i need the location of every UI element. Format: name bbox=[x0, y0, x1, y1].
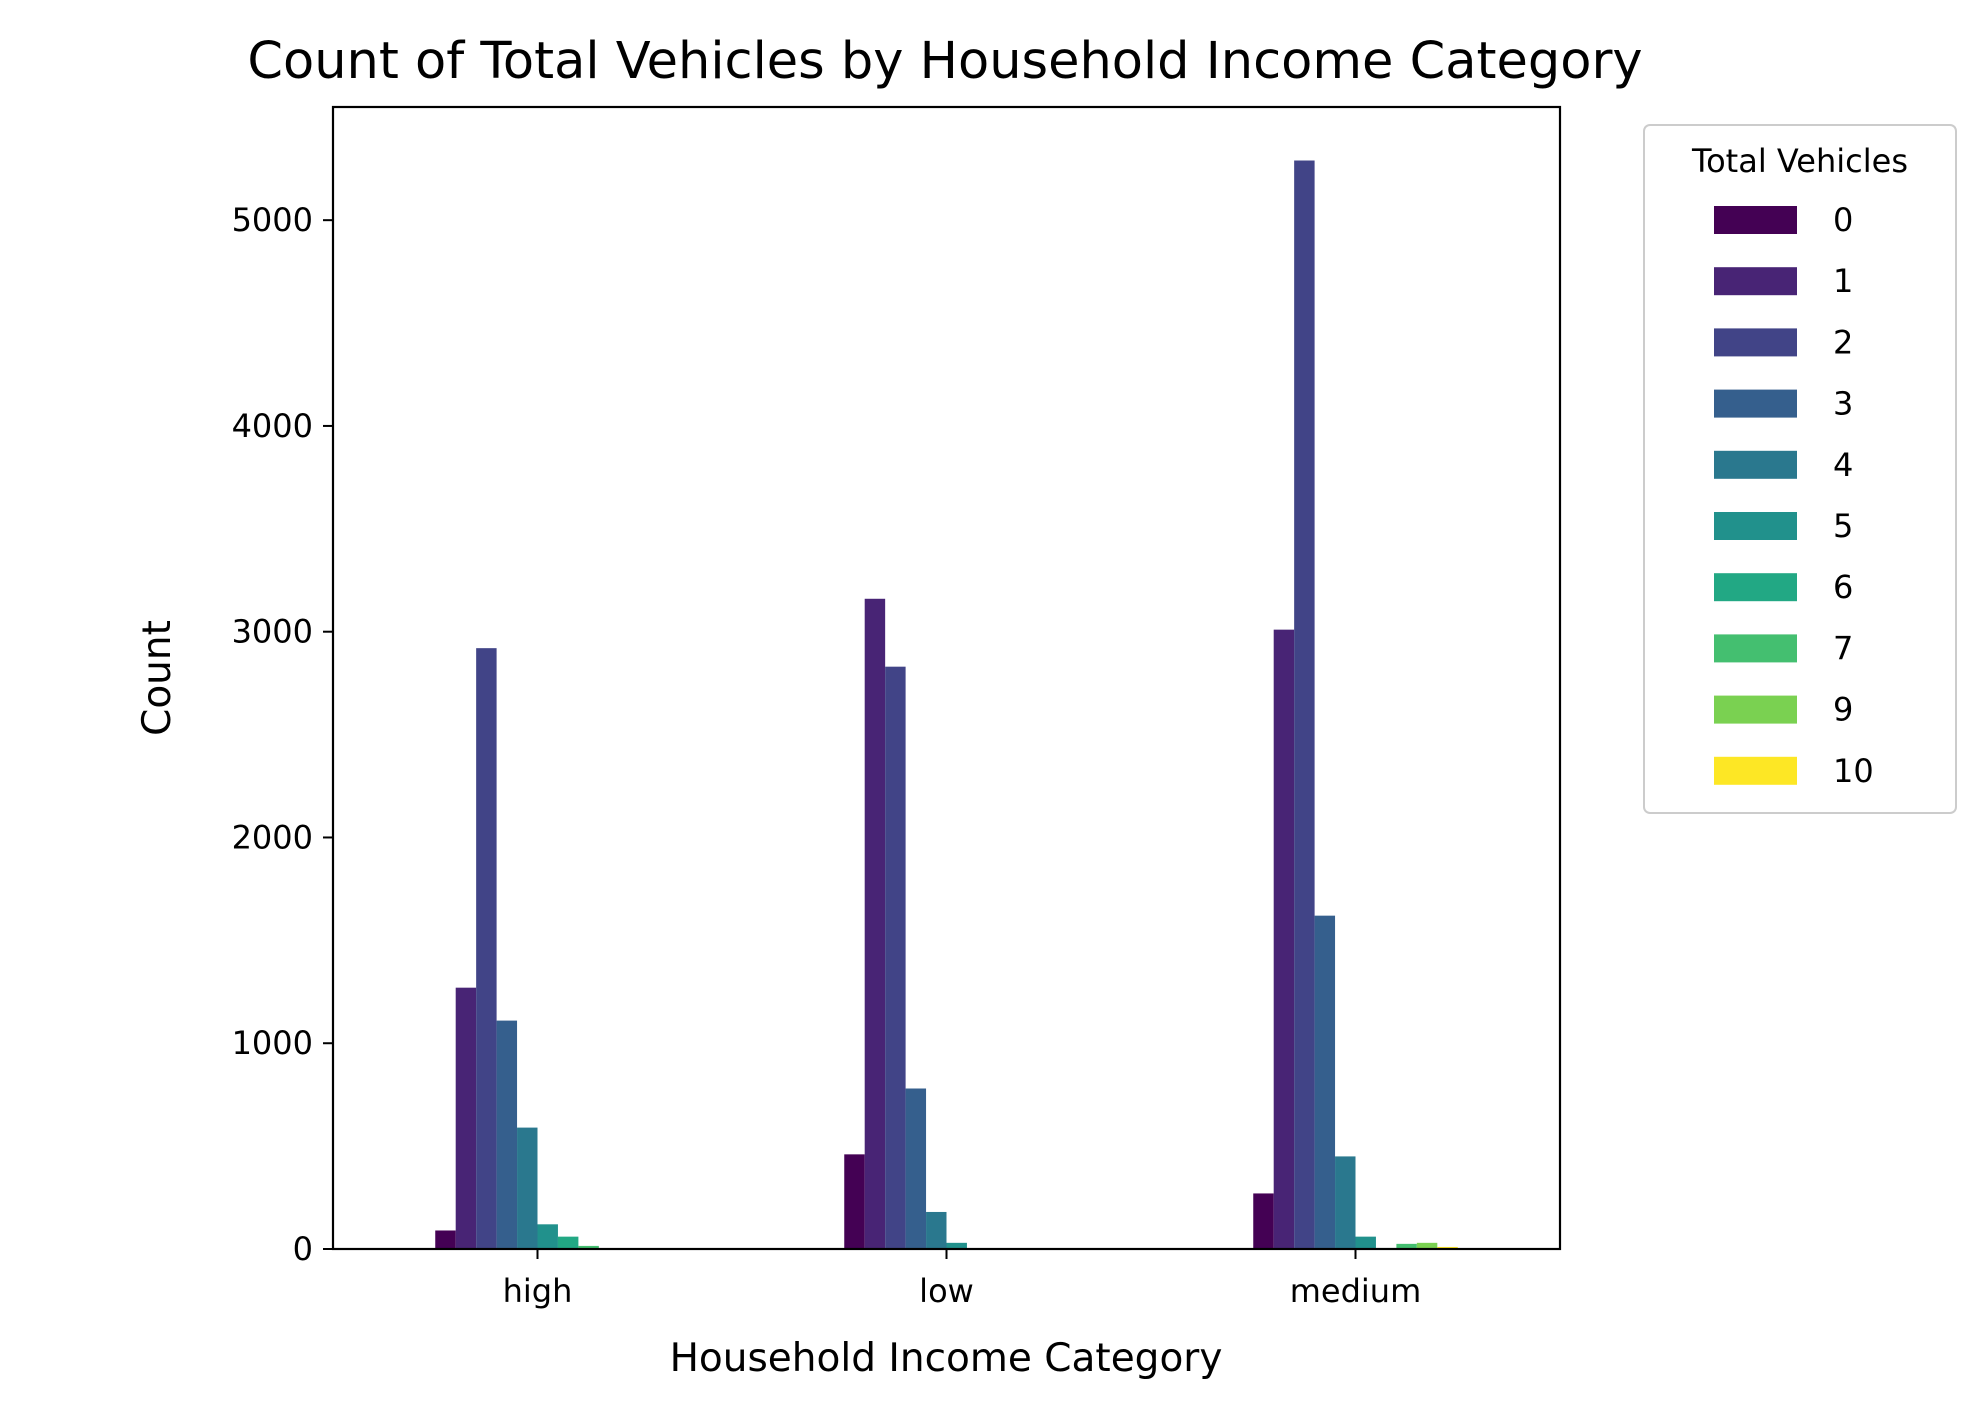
bar-medium-series-4 bbox=[1335, 1156, 1356, 1249]
chart-title: Count of Total Vehicles by Household Inc… bbox=[247, 32, 1642, 91]
legend-swatch-5 bbox=[1714, 512, 1797, 540]
bar-medium-series-0 bbox=[1253, 1193, 1274, 1249]
bar-high-series-4 bbox=[517, 1127, 538, 1249]
legend-swatch-0 bbox=[1714, 206, 1797, 234]
y-tick-label: 1000 bbox=[232, 1024, 313, 1062]
legend-label-5: 5 bbox=[1833, 507, 1853, 545]
y-tick-label: 3000 bbox=[232, 613, 313, 651]
bar-high-series-7 bbox=[578, 1245, 599, 1249]
bar-high-series-2 bbox=[476, 648, 497, 1249]
bars bbox=[435, 160, 1458, 1249]
bar-low-series-5 bbox=[946, 1242, 967, 1249]
legend-label-7: 7 bbox=[1833, 629, 1853, 667]
legend: Total Vehicles 0 1 2 3 4 5 6 7 9 10 bbox=[1643, 124, 1957, 814]
bar-low-series-4 bbox=[926, 1211, 947, 1249]
legend-label-9: 9 bbox=[1833, 691, 1853, 729]
x-tick-label-medium: medium bbox=[1290, 1272, 1422, 1310]
y-tick-label: 5000 bbox=[232, 201, 313, 239]
bar-high-series-5 bbox=[537, 1224, 558, 1249]
bar-high-series-0 bbox=[435, 1230, 456, 1249]
y-axis-ticks: 0 1000 2000 3000 4000 5000 bbox=[232, 201, 333, 1268]
x-tick-label-low: low bbox=[919, 1272, 974, 1310]
bar-medium-series-9 bbox=[1416, 1242, 1438, 1249]
legend-swatch-10 bbox=[1714, 756, 1797, 785]
bar-low-series-1 bbox=[864, 598, 886, 1249]
legend-frame bbox=[1643, 124, 1957, 814]
bar-low-series-0 bbox=[844, 1154, 865, 1249]
x-axis-ticks: high low medium bbox=[503, 1249, 1422, 1310]
bar-low-series-2 bbox=[885, 666, 906, 1249]
y-tick-label: 4000 bbox=[232, 407, 313, 445]
legend-swatch-6 bbox=[1714, 573, 1797, 602]
legend-items: 0 1 2 3 4 5 6 7 9 10 bbox=[1714, 201, 1874, 790]
legend-label-0: 0 bbox=[1833, 201, 1853, 239]
legend-label-6: 6 bbox=[1833, 568, 1853, 606]
legend-swatch-4 bbox=[1714, 450, 1797, 479]
legend-swatch-2 bbox=[1714, 328, 1797, 357]
bar-medium-series-7 bbox=[1396, 1243, 1417, 1249]
bar-medium-series-5 bbox=[1355, 1236, 1376, 1249]
y-axis-label: Count bbox=[135, 620, 180, 736]
bar-medium-series-1 bbox=[1273, 629, 1295, 1249]
legend-swatch-1 bbox=[1714, 267, 1797, 296]
x-tick-label-high: high bbox=[503, 1272, 573, 1310]
bar-high-series-1 bbox=[455, 987, 477, 1249]
legend-label-1: 1 bbox=[1833, 262, 1853, 300]
y-tick-label: 2000 bbox=[232, 818, 313, 856]
legend-label-4: 4 bbox=[1833, 446, 1853, 484]
bar-high-series-6 bbox=[557, 1236, 579, 1249]
bar-medium-series-2 bbox=[1294, 160, 1315, 1249]
legend-label-10: 10 bbox=[1833, 752, 1874, 790]
legend-label-2: 2 bbox=[1833, 323, 1853, 361]
legend-label-3: 3 bbox=[1833, 385, 1853, 423]
y-tick-label: 0 bbox=[293, 1230, 313, 1268]
x-axis-label: Household Income Category bbox=[670, 1336, 1223, 1381]
legend-swatch-7 bbox=[1714, 634, 1797, 663]
legend-swatch-9 bbox=[1714, 695, 1797, 724]
bar-low-series-3 bbox=[905, 1088, 927, 1249]
legend-swatch-3 bbox=[1714, 389, 1797, 418]
bar-medium-series-3 bbox=[1314, 915, 1336, 1249]
legend-title: Total Vehicles bbox=[1691, 142, 1908, 180]
bar-high-series-3 bbox=[496, 1020, 518, 1249]
